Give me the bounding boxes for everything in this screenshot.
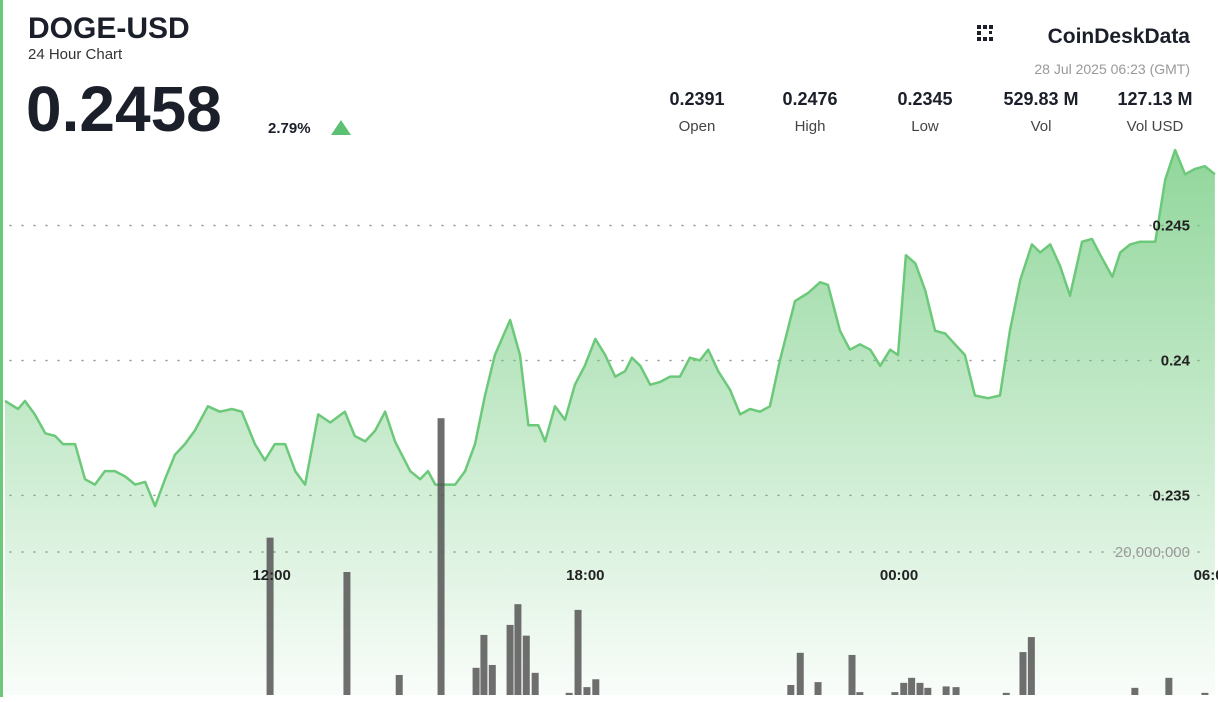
volume-bar xyxy=(1131,687,1139,695)
brand-name: CoinDeskData xyxy=(1048,25,1191,48)
stat-value: 529.83 M xyxy=(1003,89,1078,109)
volume-bar xyxy=(522,635,530,695)
volume-bar xyxy=(891,692,899,695)
volume-bar xyxy=(952,687,960,695)
volume-bar xyxy=(1165,677,1173,695)
volume-bar xyxy=(900,682,908,695)
change: 2.79% xyxy=(268,120,311,137)
volume-bar xyxy=(583,687,591,695)
stat-label: Low xyxy=(911,118,939,135)
volume-bar xyxy=(480,634,488,695)
subtitle: 24 Hour Chart xyxy=(28,46,123,63)
volume-bar xyxy=(514,604,522,695)
volume-bar xyxy=(488,664,496,695)
volume-bar xyxy=(592,679,600,695)
y-tick-label: 20,000,000 xyxy=(1115,544,1190,561)
timestamp: 28 Jul 2025 06:23 (GMT) xyxy=(1034,61,1190,77)
area-layer xyxy=(5,150,1215,695)
y-tick-label: 0.235 xyxy=(1152,487,1190,504)
volume-bar xyxy=(531,672,539,695)
x-tick-label: 18:00 xyxy=(566,567,604,584)
price-line xyxy=(4,148,1216,508)
volume-bar xyxy=(565,692,573,695)
stat-value: 0.2345 xyxy=(897,89,952,109)
x-tick-label: 00:00 xyxy=(880,567,918,584)
stat-value: 127.13 M xyxy=(1117,89,1192,109)
price-area xyxy=(5,150,1215,695)
stats: 0.2391 Open 0.2476 High 0.2345 Low 529.83 M Vol… xyxy=(669,89,1192,135)
brand-logo xyxy=(977,25,993,41)
line-layer xyxy=(4,148,1216,508)
tick-labels: 0.235 0.24 0.245 12:00 18:00 00:00 06:0020,000… xyxy=(252,218,1218,584)
volume-bar xyxy=(266,537,274,695)
x-tick-label: 06:00 xyxy=(1194,567,1218,584)
volume-bar xyxy=(1201,692,1209,695)
volume-bar xyxy=(787,684,795,695)
volume-bar xyxy=(1002,692,1010,695)
volume-bar xyxy=(916,682,924,695)
volume-bar xyxy=(437,418,445,695)
stat-value: 0.2476 xyxy=(782,89,837,109)
stat-value: 0.2391 xyxy=(669,89,724,109)
volume-bar xyxy=(1019,652,1027,695)
volume-bar xyxy=(1027,637,1035,695)
volume-bar xyxy=(506,624,514,695)
bar-layer xyxy=(266,418,1209,695)
volume-bar xyxy=(942,686,950,695)
stat-label: Vol xyxy=(1031,118,1052,135)
volume-bar xyxy=(908,677,916,695)
volume-bar xyxy=(395,674,403,695)
y-tick-label: 0.245 xyxy=(1152,218,1190,235)
symbol: DOGE-USD xyxy=(28,12,190,45)
volume-bar xyxy=(856,692,864,695)
x-tick-label: 12:00 xyxy=(252,567,290,584)
volume-bar xyxy=(343,571,351,695)
price: 0.2458 xyxy=(26,73,222,145)
y-tick-label: 0.24 xyxy=(1161,352,1191,369)
stat-label: Vol USD xyxy=(1127,118,1184,135)
plot-area: 0.235 0.24 0.245 12:00 18:00 00:00 06:0020,000… xyxy=(4,148,1218,695)
volume-bar xyxy=(814,682,822,695)
volume-bar xyxy=(472,667,480,695)
volume-bar xyxy=(574,609,582,695)
accent-bar xyxy=(0,0,3,697)
volume-bar xyxy=(924,687,932,695)
stat-label: Open xyxy=(679,118,716,135)
stat-label: High xyxy=(795,118,826,135)
volume-bar xyxy=(796,652,804,695)
up-arrow xyxy=(331,120,351,135)
volume-bar xyxy=(848,654,856,695)
